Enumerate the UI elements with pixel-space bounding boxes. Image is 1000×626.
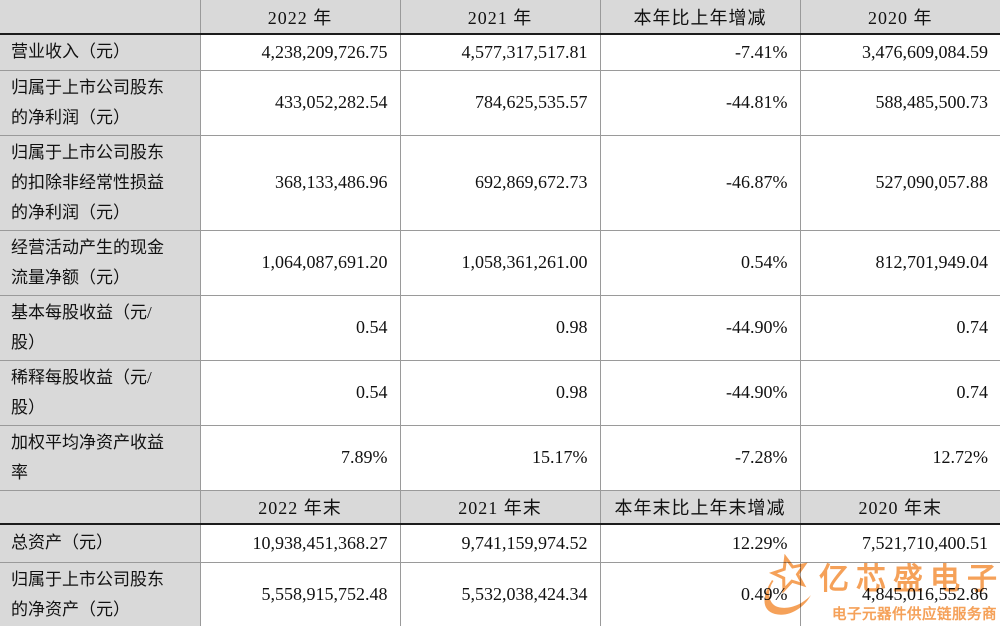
value-cell: 0.98 <box>399 295 600 361</box>
col-header-2020: 2020 年 <box>799 0 1000 35</box>
value-cell: 433,052,282.54 <box>199 70 400 136</box>
value-cell: -44.81% <box>599 70 800 136</box>
value-cell: 5,532,038,424.34 <box>399 562 600 626</box>
col-header-2022-year-end: 2022 年末 <box>199 490 400 525</box>
value-cell: 784,625,535.57 <box>399 70 600 136</box>
col-header-2020-year-end: 2020 年末 <box>799 490 1000 525</box>
row-label: 基本每股收益（元/ 股） <box>0 295 200 361</box>
table-row-total-assets: 总资产（元） 10,938,451,368.27 9,741,159,974.5… <box>0 524 1000 563</box>
value-cell: 7.89% <box>199 425 400 491</box>
year-end-header-row: 2022 年末 2021 年末 本年末比上年末增减 2020 年末 <box>0 490 1000 525</box>
value-cell: 0.74 <box>799 295 1000 361</box>
value-cell: -46.87% <box>599 135 800 231</box>
value-cell: 4,845,016,552.86 <box>799 562 1000 626</box>
row-label: 稀释每股收益（元/ 股） <box>0 360 200 426</box>
value-cell: -7.28% <box>599 425 800 491</box>
value-cell: 0.54 <box>199 295 400 361</box>
value-cell: 5,558,915,752.48 <box>199 562 400 626</box>
value-cell: 0.98 <box>399 360 600 426</box>
value-cell: -44.90% <box>599 295 800 361</box>
header-blank-cell <box>0 0 200 35</box>
value-cell: 588,485,500.73 <box>799 70 1000 136</box>
value-cell: 0.54 <box>199 360 400 426</box>
row-label: 加权平均净资产收益 率 <box>0 425 200 491</box>
table-row-revenue: 营业收入（元） 4,238,209,726.75 4,577,317,517.8… <box>0 34 1000 71</box>
row-label: 总资产（元） <box>0 524 200 563</box>
value-cell: 10,938,451,368.27 <box>199 524 400 563</box>
value-cell: 0.74 <box>799 360 1000 426</box>
header-blank-cell <box>0 490 200 525</box>
value-cell: 3,476,609,084.59 <box>799 34 1000 71</box>
col-header-2022: 2022 年 <box>199 0 400 35</box>
value-cell: 4,577,317,517.81 <box>399 34 600 71</box>
col-header-year-end-change: 本年末比上年末增减 <box>599 490 800 525</box>
value-cell: 1,064,087,691.20 <box>199 230 400 296</box>
row-label: 归属于上市公司股东 的净利润（元） <box>0 70 200 136</box>
value-cell: 692,869,672.73 <box>399 135 600 231</box>
value-cell: -7.41% <box>599 34 800 71</box>
value-cell: 7,521,710,400.51 <box>799 524 1000 563</box>
value-cell: 1,058,361,261.00 <box>399 230 600 296</box>
table-row-net-assets: 归属于上市公司股东 的净资产（元） 5,558,915,752.48 5,532… <box>0 562 1000 626</box>
annual-header-row: 2022 年 2021 年 本年比上年增减 2020 年 <box>0 0 1000 35</box>
value-cell: 15.17% <box>399 425 600 491</box>
col-header-2021: 2021 年 <box>399 0 600 35</box>
table-row-net-profit-excl-nonrecurring: 归属于上市公司股东 的扣除非经常性损益 的净利润（元） 368,133,486.… <box>0 135 1000 231</box>
table-row-operating-cash-flow: 经营活动产生的现金 流量净额（元） 1,064,087,691.20 1,058… <box>0 230 1000 296</box>
value-cell: 12.72% <box>799 425 1000 491</box>
value-cell: 0.49% <box>599 562 800 626</box>
value-cell: 527,090,057.88 <box>799 135 1000 231</box>
row-label: 营业收入（元） <box>0 34 200 71</box>
row-label: 归属于上市公司股东 的扣除非经常性损益 的净利润（元） <box>0 135 200 231</box>
table-row-weighted-avg-roe: 加权平均净资产收益 率 7.89% 15.17% -7.28% 12.72% <box>0 425 1000 491</box>
value-cell: -44.90% <box>599 360 800 426</box>
table-row-basic-eps: 基本每股收益（元/ 股） 0.54 0.98 -44.90% 0.74 <box>0 295 1000 361</box>
table-row-net-profit: 归属于上市公司股东 的净利润（元） 433,052,282.54 784,625… <box>0 70 1000 136</box>
row-label: 归属于上市公司股东 的净资产（元） <box>0 562 200 626</box>
value-cell: 0.54% <box>599 230 800 296</box>
value-cell: 812,701,949.04 <box>799 230 1000 296</box>
table-row-diluted-eps: 稀释每股收益（元/ 股） 0.54 0.98 -44.90% 0.74 <box>0 360 1000 426</box>
value-cell: 12.29% <box>599 524 800 563</box>
value-cell: 9,741,159,974.52 <box>399 524 600 563</box>
value-cell: 4,238,209,726.75 <box>199 34 400 71</box>
col-header-2021-year-end: 2021 年末 <box>399 490 600 525</box>
col-header-yoy-change: 本年比上年增减 <box>599 0 800 35</box>
value-cell: 368,133,486.96 <box>199 135 400 231</box>
row-label: 经营活动产生的现金 流量净额（元） <box>0 230 200 296</box>
